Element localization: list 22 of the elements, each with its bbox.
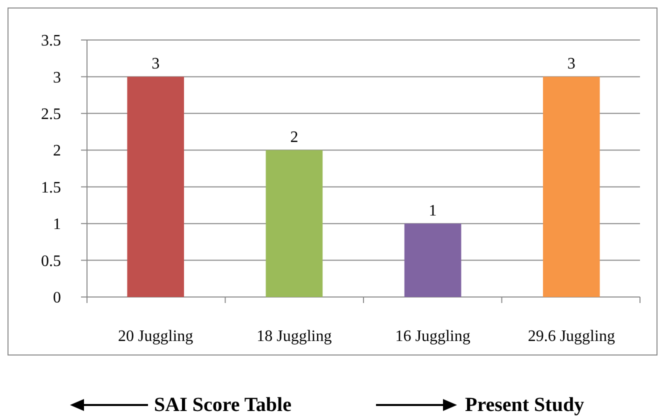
- data-label: 3: [567, 56, 576, 73]
- x-tick-label: 20 Juggling: [118, 328, 194, 345]
- y-tick-label: 3: [53, 69, 61, 86]
- y-tick-label: 1.5: [41, 179, 61, 196]
- y-tick-label: 0.5: [41, 252, 61, 270]
- x-tick-label: 18 Juggling: [256, 328, 332, 345]
- y-tick-label: 2: [53, 142, 61, 160]
- x-tick-label: 16 Juggling: [395, 328, 470, 345]
- y-tick-label: 2.5: [41, 106, 61, 124]
- data-label: 3: [152, 56, 160, 73]
- x-tick-label: 29.6 Juggling: [528, 328, 615, 345]
- bar: [542, 76, 600, 297]
- data-label: 1: [428, 202, 437, 220]
- text: SAI Score Table: [154, 394, 292, 416]
- bar: [404, 224, 462, 297]
- y-tick-label: 0: [53, 290, 61, 307]
- data-label: 2: [290, 129, 298, 146]
- bar: [266, 150, 323, 297]
- y-tick-label: 3.5: [41, 32, 61, 50]
- y-tick-label: 1: [53, 216, 61, 234]
- bar: [127, 76, 184, 297]
- text: Present Study: [465, 394, 584, 416]
